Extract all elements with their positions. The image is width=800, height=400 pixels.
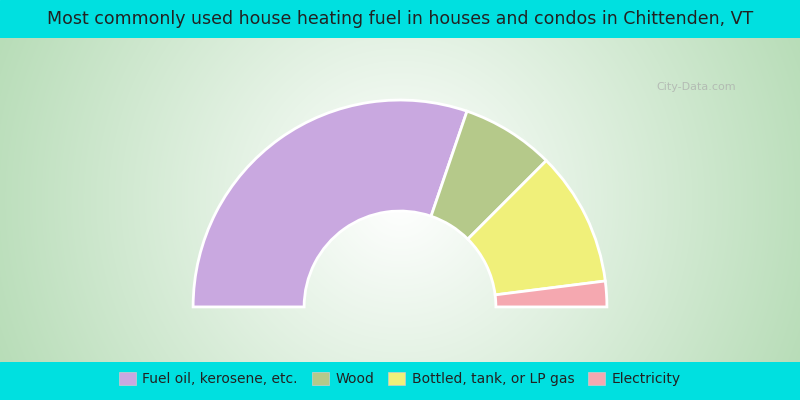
Wedge shape (431, 111, 546, 239)
Bar (0, 0, 800, 38)
Wedge shape (495, 281, 607, 307)
Bar (0, 362, 800, 400)
Wedge shape (468, 161, 606, 295)
Text: City-Data.com: City-Data.com (656, 82, 736, 92)
Legend: Fuel oil, kerosene, etc., Wood, Bottled, tank, or LP gas, Electricity: Fuel oil, kerosene, etc., Wood, Bottled,… (112, 365, 688, 393)
Text: Most commonly used house heating fuel in houses and condos in Chittenden, VT: Most commonly used house heating fuel in… (47, 10, 753, 28)
Wedge shape (193, 100, 467, 307)
